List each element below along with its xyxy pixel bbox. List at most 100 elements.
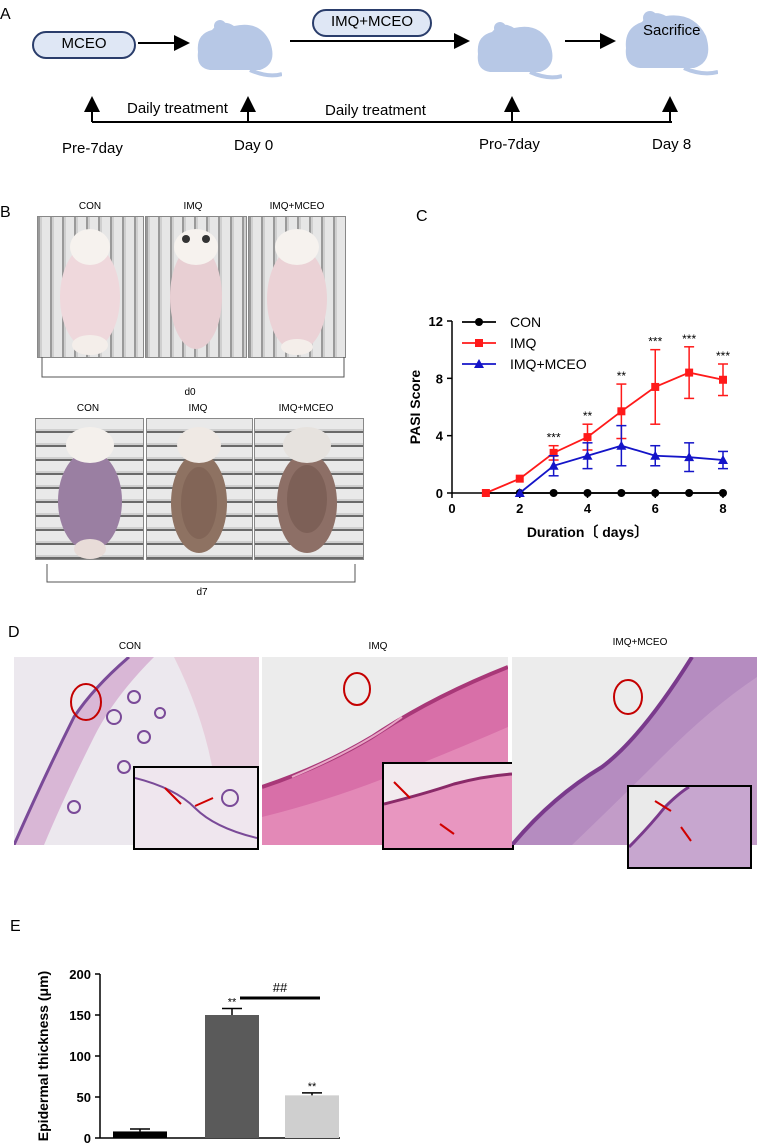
data-point (616, 440, 627, 450)
data-point (685, 489, 694, 497)
x-tick-label: 0 (448, 501, 455, 516)
legend-item-imq-mceo: IMQ+MCEO (462, 356, 587, 372)
y-axis-label: PASI Score (407, 370, 423, 445)
data-point (583, 489, 592, 497)
data-point (617, 489, 626, 497)
y-tick-label: 4 (436, 429, 444, 444)
significance-label: ** (617, 369, 627, 383)
histo-label-con: CON (118, 641, 142, 652)
data-point (515, 474, 524, 483)
photo-label-bottom-imq: IMQ (188, 403, 208, 414)
photo-label-bottom-con: CON (76, 403, 100, 414)
timepoint-day8: Day 8 (652, 136, 692, 153)
photo-label-bottom-imq-mceo: IMQ+MCEO (278, 403, 334, 414)
x-tick-label: 6 (652, 501, 659, 516)
day-label-d7: d7 (196, 587, 208, 598)
panel-b-letter: B (0, 204, 11, 221)
y-axis-label: Epidermal thickness (μm) (35, 971, 51, 1141)
mouse-photo-d7-imq-mceo (254, 418, 364, 560)
x-tick-label: 4 (584, 501, 592, 516)
y-tick-label: 150 (69, 1008, 91, 1023)
data-point (514, 488, 525, 497)
timepoint-day0: Day 0 (234, 137, 274, 154)
mouse-photo-d0-con (37, 216, 144, 358)
mouse-photo-d0-imq (145, 216, 247, 358)
y-tick-label: 50 (77, 1090, 91, 1105)
y-tick-label: 200 (69, 967, 91, 982)
panel-d-letter: D (8, 624, 20, 641)
bar-imq (205, 1015, 259, 1138)
mouse-photo-d7-imq (146, 418, 253, 560)
data-point (617, 407, 626, 416)
data-point (651, 489, 660, 497)
histology-inset-con (133, 766, 259, 850)
mceo-pill: MCEO (32, 31, 136, 59)
data-point (582, 450, 593, 460)
series-imq-mceo (514, 424, 728, 497)
significance-label: *** (716, 349, 730, 363)
significance-label: ** (308, 1081, 317, 1093)
significance-label: ** (228, 996, 237, 1008)
mouse-photo-d0-imq-mceo (248, 216, 346, 358)
panel-c-letter: C (416, 208, 428, 225)
histo-label-imq-mceo: IMQ+MCEO (612, 637, 668, 648)
mouse-icon (197, 20, 282, 78)
data-point (475, 339, 483, 347)
data-point (719, 375, 727, 384)
bracket-d7 (46, 564, 356, 583)
timeline-diagram (84, 33, 678, 123)
day-label-d0: d0 (184, 387, 196, 398)
legend-label: CON (510, 314, 541, 330)
mouse-photo-d7-con (35, 418, 144, 560)
category-label: IMQ (220, 1142, 245, 1144)
data-point (684, 452, 695, 462)
epidermal-bar-chart: 0 50 100 150 200 Epidermal thickness (μm) CON I… (35, 967, 348, 1144)
category-label: IMQ+MCEO (276, 1142, 347, 1144)
series-imq (481, 346, 728, 497)
photo-label-top-imq-mceo: IMQ+MCEO (269, 201, 325, 212)
data-point (481, 489, 490, 497)
comparison-label: ## (273, 980, 288, 995)
data-point (651, 382, 660, 391)
data-point (583, 433, 592, 442)
y-tick-label: 8 (436, 371, 443, 386)
mouse-icon (625, 11, 718, 76)
y-tick-label: 100 (69, 1049, 91, 1064)
histology-inset-imq-mceo (627, 785, 752, 869)
significance-label: ** (583, 409, 593, 423)
x-tick-label: 2 (516, 501, 523, 516)
panel-a-letter: A (0, 6, 11, 23)
data-point (474, 359, 484, 368)
mouse-icon (477, 22, 562, 80)
significance-label: *** (682, 332, 696, 346)
panel-e-letter: E (10, 918, 21, 935)
legend-label: IMQ+MCEO (510, 356, 587, 372)
data-point (650, 450, 661, 460)
sacrifice-label: Sacrifice (643, 22, 701, 39)
timepoint-pre7: Pre-7day (62, 140, 123, 157)
timepoint-pro7: Pro-7day (479, 136, 540, 153)
bracket-d0 (41, 357, 345, 378)
data-point (685, 368, 694, 377)
y-tick-label: 0 (436, 486, 443, 501)
data-point (719, 489, 727, 497)
photo-label-top-con: CON (78, 201, 102, 212)
legend-label: IMQ (510, 335, 537, 351)
data-point (549, 489, 558, 497)
legend-item-con: CON (462, 314, 541, 330)
y-tick-label: 12 (429, 314, 443, 329)
significance-label: *** (648, 335, 662, 349)
daily-treatment-label-1: Daily treatment (127, 100, 228, 117)
bar-imq-mceo (285, 1095, 339, 1138)
y-tick-label: 0 (84, 1131, 91, 1144)
histo-label-imq: IMQ (368, 641, 388, 652)
category-label: CON (126, 1142, 155, 1144)
legend-item-imq: IMQ (462, 335, 537, 351)
data-point (548, 460, 559, 470)
x-tick-label: 8 (719, 501, 726, 516)
data-point (549, 448, 558, 457)
x-axis-label: Duration〔 days〕 (527, 524, 648, 540)
imq-mceo-pill: IMQ+MCEO (312, 9, 432, 37)
data-point (475, 318, 483, 326)
